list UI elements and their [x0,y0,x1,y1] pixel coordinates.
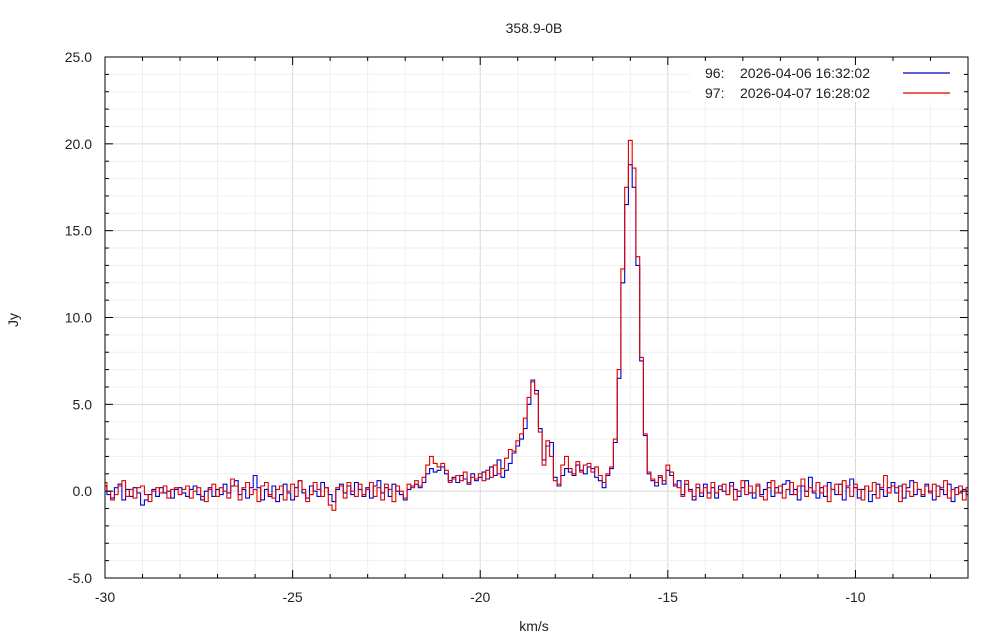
x-axis-label: km/s [519,618,549,634]
x-tick-label: -15 [658,589,678,605]
series-line-1 [105,164,968,506]
ticks: -30 -25 -20 -15 -10 -5.0 0.0 5.0 10.0 15.0 20.0 25.… [65,49,969,605]
series-line-2 [105,139,968,511]
y-tick-label: 5.0 [73,396,93,412]
y-tick-label: 10.0 [65,310,92,326]
x-tick-label: -10 [845,589,865,605]
legend-entry-label: 2026-04-06 16:32:02 [740,65,870,81]
x-tick-label: -30 [95,589,115,605]
legend-background [690,60,962,102]
x-tick-label: -25 [282,589,302,605]
y-tick-label: 15.0 [65,223,92,239]
y-tick-label: 0.0 [73,483,93,499]
legend-entry-index: 96: [705,65,724,81]
y-tick-label: 25.0 [65,49,92,65]
grid [104,56,969,579]
y-tick-label: 20.0 [65,136,92,152]
legend: 96: 2026-04-06 16:32:02 97: 2026-04-07 16:2… [690,60,962,102]
legend-entry-index: 97: [705,85,724,101]
x-tick-label: -20 [470,589,490,605]
series-group [105,139,968,511]
y-axis-label: Jy [5,313,21,327]
chart-title: 358.9-0B [506,20,563,36]
legend-entry-label: 2026-04-07 16:28:02 [740,85,870,101]
y-tick-label: -5.0 [68,570,92,586]
